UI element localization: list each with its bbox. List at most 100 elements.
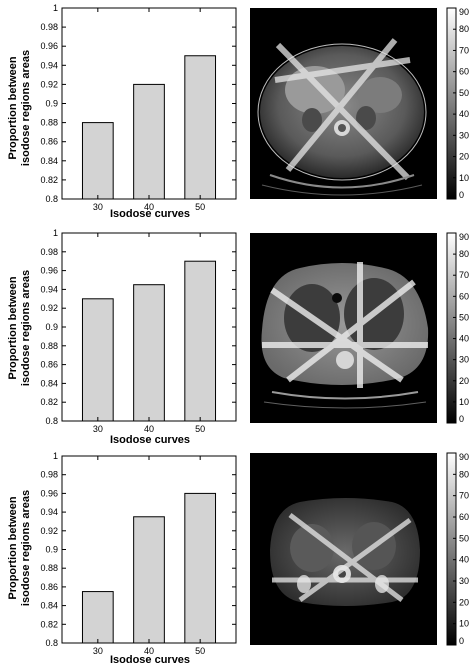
colorbar-tick-label: 50: [459, 312, 469, 322]
colorbar-tick-label: 10: [459, 173, 469, 183]
colorbar-tick-label: 50: [459, 533, 469, 543]
colorbar-tick-label: 20: [459, 376, 469, 386]
x-tick-label: 30: [93, 646, 103, 656]
colorbar-tick-label: 10: [459, 397, 469, 407]
y-tick-label: 0.84: [40, 601, 58, 611]
y-tick-label: 0.88: [40, 341, 58, 351]
y-tick-label: 0.96: [40, 266, 58, 276]
colorbar-tick-label: 10: [459, 619, 469, 629]
colorbar-tick-label: 30: [459, 355, 469, 365]
y-tick-label: 0.9: [45, 545, 58, 555]
y-tick-label: 0.88: [40, 118, 58, 128]
colorbar-a: 0 10 20 30 40 50 60 70 80 90: [446, 7, 469, 200]
colorbar-tick-label: 80: [459, 249, 469, 259]
bar-40: [133, 83, 165, 200]
colorbar-tick-label: 80: [459, 24, 469, 34]
x-tick-label: 30: [93, 424, 103, 434]
y-tick-label: 0.92: [40, 526, 58, 536]
ct-image-a: [250, 8, 437, 199]
colorbar-tick-label: 20: [459, 597, 469, 607]
y-tick-label: 1: [53, 228, 58, 238]
colorbar-tick-label: 90: [459, 452, 469, 462]
bar-30: [81, 122, 114, 200]
colorbar-tick-label: 20: [459, 152, 469, 162]
ct-image-c: [250, 453, 437, 645]
y-axis-title-line-1: Proportion between: [7, 56, 19, 160]
colorbar-tick-label: 70: [459, 491, 469, 501]
x-tick-label: 50: [195, 202, 205, 212]
y-tick-label: 0.96: [40, 41, 58, 51]
colorbar-tick-label: 70: [459, 270, 469, 280]
x-tick-label: 30: [93, 202, 103, 212]
bar-50: [184, 260, 217, 422]
y-tick-label: 0.84: [40, 378, 58, 388]
y-axis-title: Proportion between isodose regions areas: [7, 270, 32, 386]
y-axis-title-line-2: isodose regions areas: [20, 270, 32, 386]
y-tick-label: 0.88: [40, 563, 58, 573]
colorbar-tick-label: 30: [459, 576, 469, 586]
y-axis-title: Proportion between isodose regions areas: [7, 490, 32, 606]
y-tick-label: 0.82: [40, 397, 58, 407]
y-axis-title: Proportion between isodose regions areas: [7, 50, 32, 166]
x-axis-title: Isodose curves: [110, 654, 190, 666]
y-tick-label: 0.98: [40, 470, 58, 480]
x-axis-title: Isodose curves: [110, 434, 190, 446]
colorbar-tick-label: 80: [459, 469, 469, 479]
y-tick-label: 0.94: [40, 284, 58, 294]
colorbar-tick-label: 60: [459, 291, 469, 301]
x-axis-title: Isodose curves: [110, 208, 190, 220]
y-tick-label: 0.92: [40, 303, 58, 313]
y-axis-title-line-1: Proportion between: [7, 496, 19, 600]
y-tick-label: 0.96: [40, 488, 58, 498]
bar-40: [133, 284, 165, 422]
colorbar-tick-label: 60: [459, 512, 469, 522]
y-tick-label: 0.94: [40, 507, 58, 517]
colorbar-tick-label: 0: [459, 190, 464, 200]
colorbar-tick-label: 60: [459, 67, 469, 77]
panel-a: A Proportion between isodose regions are…: [7, 3, 237, 220]
y-tick-label: 0.84: [40, 156, 58, 166]
x-tick-label: 40: [144, 424, 154, 434]
y-tick-label: 0.9: [45, 99, 58, 109]
panel-b: B Proportion between isodose regions are…: [7, 228, 237, 446]
y-tick-label: 0.92: [40, 79, 58, 89]
y-tick-label: 0.86: [40, 582, 58, 592]
y-tick-label: 0.86: [40, 137, 58, 147]
colorbar-c: 0 10 20 30 40 50 60 70 80 90: [446, 452, 469, 646]
ct-image-b: [250, 233, 437, 423]
colorbar-gradient: [446, 452, 457, 646]
x-tick-label: 40: [144, 202, 154, 212]
y-tick-label: 1: [53, 3, 58, 13]
colorbar-tick-label: 40: [459, 555, 469, 565]
y-tick-label: 0.8: [45, 194, 58, 204]
colorbar-tick-label: 90: [459, 232, 469, 242]
bar-30: [81, 591, 114, 644]
bar-30: [81, 298, 114, 422]
colorbar-gradient: [446, 7, 457, 200]
colorbar-tick-label: 40: [459, 109, 469, 119]
colorbar-tick-label: 40: [459, 334, 469, 344]
x-tick-label: 50: [195, 424, 205, 434]
colorbar-tick-label: 50: [459, 88, 469, 98]
colorbar-b: 0 10 20 30 40 50 60 70 80 90: [446, 232, 469, 424]
colorbar-gradient: [446, 232, 457, 424]
colorbar-tick-label: 70: [459, 45, 469, 55]
panel-c: C Proportion between isodose regions are…: [7, 451, 237, 666]
y-axis-title-line-2: isodose regions areas: [20, 50, 32, 166]
bar-50: [184, 55, 217, 200]
x-tick-label: 50: [195, 646, 205, 656]
colorbar-tick-label: 0: [459, 636, 464, 646]
y-tick-label: 0.82: [40, 619, 58, 629]
y-axis-title-line-1: Proportion between: [7, 276, 19, 380]
y-tick-label: 0.94: [40, 60, 58, 70]
y-axis-title-line-2: isodose regions areas: [20, 490, 32, 606]
x-tick-label: 40: [144, 646, 154, 656]
bar-50: [184, 492, 217, 644]
y-tick-label: 0.98: [40, 247, 58, 257]
y-tick-label: 0.9: [45, 322, 58, 332]
colorbar-tick-label: 90: [459, 7, 469, 17]
colorbar-tick-label: 30: [459, 130, 469, 140]
y-tick-label: 0.86: [40, 360, 58, 370]
y-tick-label: 0.82: [40, 175, 58, 185]
